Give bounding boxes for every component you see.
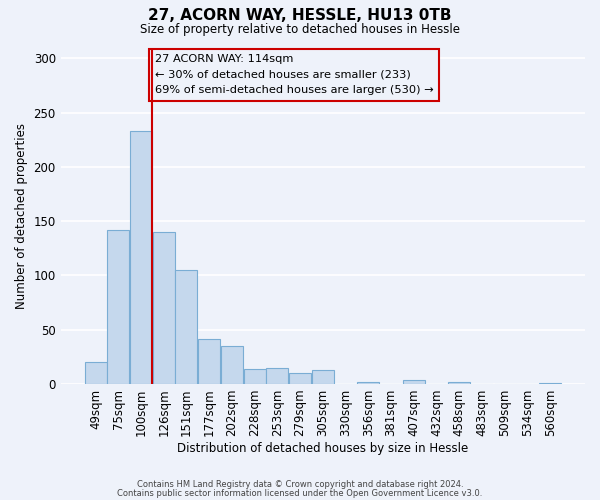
Bar (85, 362, 107, 384)
Bar (221, 346, 243, 384)
Text: Contains HM Land Registry data © Crown copyright and database right 2024.: Contains HM Land Registry data © Crown c… (137, 480, 463, 489)
Bar (312, 370, 334, 384)
Text: Contains public sector information licensed under the Open Government Licence v3: Contains public sector information licen… (118, 488, 482, 498)
Bar (289, 373, 311, 384)
Y-axis label: Number of detached properties: Number of detached properties (15, 122, 28, 308)
Bar (357, 382, 379, 384)
Bar (266, 368, 289, 384)
X-axis label: Distribution of detached houses by size in Hessle: Distribution of detached houses by size … (177, 442, 469, 455)
Text: Size of property relative to detached houses in Hessle: Size of property relative to detached ho… (140, 22, 460, 36)
Bar (244, 369, 266, 384)
Bar (130, 131, 152, 384)
Bar (448, 382, 470, 384)
Bar (107, 230, 129, 384)
Text: 27, ACORN WAY, HESSLE, HU13 0TB: 27, ACORN WAY, HESSLE, HU13 0TB (148, 8, 452, 22)
Bar (539, 383, 561, 384)
Bar (198, 340, 220, 384)
Bar (403, 380, 425, 384)
Bar (175, 270, 197, 384)
Bar (152, 232, 175, 384)
Text: 27 ACORN WAY: 114sqm
← 30% of detached houses are smaller (233)
69% of semi-deta: 27 ACORN WAY: 114sqm ← 30% of detached h… (155, 54, 434, 96)
